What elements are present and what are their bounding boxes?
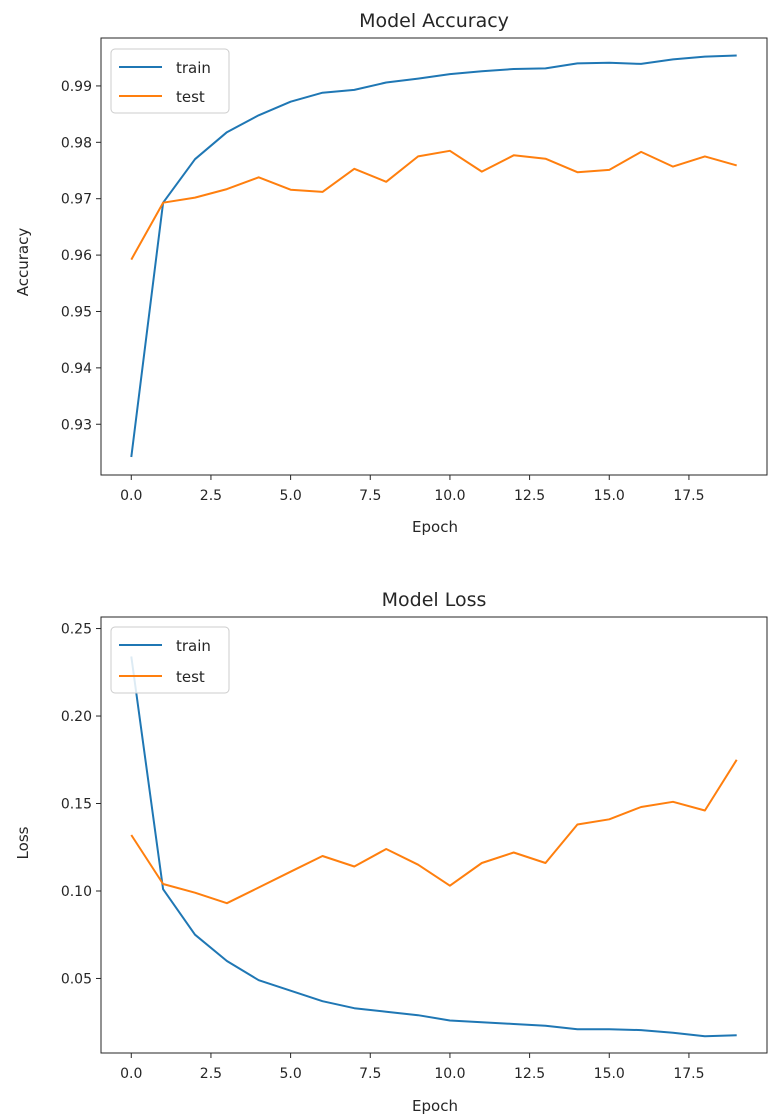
y-axis-label: Accuracy — [14, 228, 32, 297]
x-tick-label: 0.0 — [120, 1066, 142, 1082]
x-tick-label: 0.0 — [120, 488, 142, 504]
plot-frame — [100, 616, 768, 1054]
series-lines — [130, 656, 738, 1038]
legend-train-label: train — [176, 637, 211, 655]
x-tick-label: 15.0 — [594, 488, 625, 504]
x-tick-label: 12.5 — [514, 1066, 545, 1082]
y-tick-label: 0.93 — [61, 417, 92, 433]
accuracy-chart: Model Accuracy 0.930.940.950.960.970.980… — [14, 10, 768, 536]
x-tick-label: 10.0 — [434, 488, 465, 504]
series-line-test — [130, 759, 738, 905]
legend-train-label: train — [176, 59, 211, 77]
loss-chart: Model Loss 0.05 0.10 0.15 0.20 0.25 0.0 2.5 5.… — [14, 589, 768, 1115]
chart-title: Model Loss — [382, 589, 487, 611]
y-axis-label: Loss — [14, 826, 32, 859]
x-ticks: 0.0 2.5 5.0 7.5 10.0 12.5 15.0 17.5 — [120, 475, 705, 504]
x-tick-label: 12.5 — [514, 488, 545, 504]
series-line-train — [130, 656, 737, 1038]
chart-title: Model Accuracy — [359, 10, 509, 32]
y-ticks: 0.93 0.94 0.95 0.96 0.97 0.98 0.99 — [61, 79, 101, 433]
x-tick-label: 7.5 — [359, 488, 381, 504]
y-tick-label: 0.15 — [61, 797, 92, 813]
x-tick-label: 5.0 — [279, 488, 301, 504]
y-tick-label: 0.10 — [61, 884, 92, 900]
x-tick-label: 10.0 — [434, 1066, 465, 1082]
series-line-train — [130, 54, 737, 458]
x-tick-label: 2.5 — [200, 1066, 222, 1082]
x-tick-label: 15.0 — [594, 1066, 625, 1082]
x-tick-label: 17.5 — [673, 488, 704, 504]
y-tick-label: 0.25 — [61, 622, 92, 638]
y-tick-label: 0.05 — [61, 971, 92, 987]
y-tick-label: 0.97 — [61, 192, 92, 208]
y-tick-label: 0.94 — [61, 361, 92, 377]
x-axis-label: Epoch — [412, 1097, 458, 1115]
legend-box — [110, 626, 230, 694]
y-ticks: 0.05 0.10 0.15 0.20 0.25 — [61, 622, 101, 987]
x-tick-label: 7.5 — [359, 1066, 381, 1082]
x-ticks: 0.0 2.5 5.0 7.5 10.0 12.5 15.0 17.5 — [120, 1053, 705, 1082]
y-tick-label: 0.99 — [61, 79, 92, 95]
x-tick-label: 5.0 — [279, 1066, 301, 1082]
legend-box — [110, 48, 230, 114]
series-line-test — [130, 149, 737, 261]
y-tick-label: 0.96 — [61, 248, 92, 264]
legend: train test — [110, 48, 230, 114]
y-tick-label: 0.98 — [61, 135, 92, 151]
y-tick-label: 0.95 — [61, 304, 92, 320]
series-lines — [130, 54, 737, 458]
y-tick-label: 0.20 — [61, 709, 92, 725]
x-axis-label: Epoch — [412, 518, 458, 536]
legend: train test — [110, 626, 230, 694]
x-tick-label: 2.5 — [200, 488, 222, 504]
legend-test-label: test — [176, 668, 205, 686]
plot-frame — [100, 37, 768, 476]
legend-test-label: test — [176, 88, 205, 106]
x-tick-label: 17.5 — [673, 1066, 704, 1082]
